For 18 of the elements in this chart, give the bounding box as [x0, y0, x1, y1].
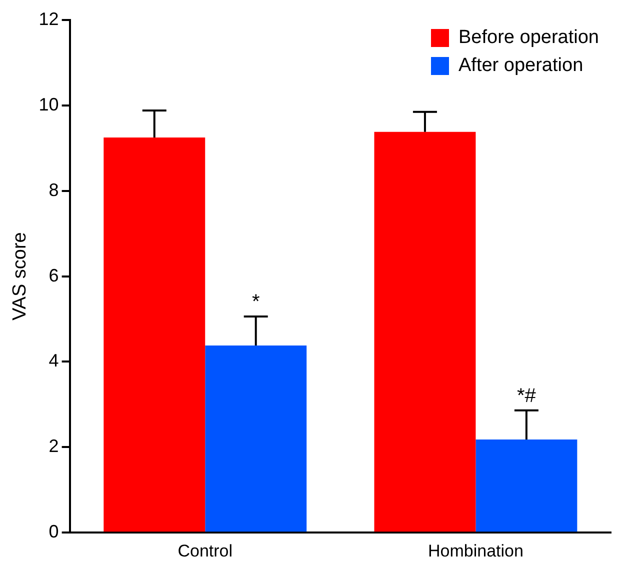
annotation: *# [516, 384, 537, 407]
bar [104, 137, 206, 532]
x-tick-label: Control [178, 541, 233, 560]
y-tick-label: 12 [38, 8, 59, 29]
bar [205, 346, 307, 532]
y-tick-label: 0 [48, 522, 59, 542]
y-tick-label: 2 [48, 436, 59, 456]
y-tick-label: 4 [48, 350, 59, 371]
legend-label: Before operation [458, 26, 599, 50]
y-tick-label: 10 [38, 94, 59, 114]
bar [374, 132, 476, 532]
y-tick-label: 6 [48, 265, 59, 286]
bar [476, 439, 578, 532]
x-tick-label: Hombination [428, 541, 524, 560]
legend-label: After operation [458, 54, 584, 78]
y-tick-label: 8 [48, 180, 59, 200]
annotation: * [252, 290, 260, 313]
y-axis-title: VAS score [10, 232, 31, 320]
